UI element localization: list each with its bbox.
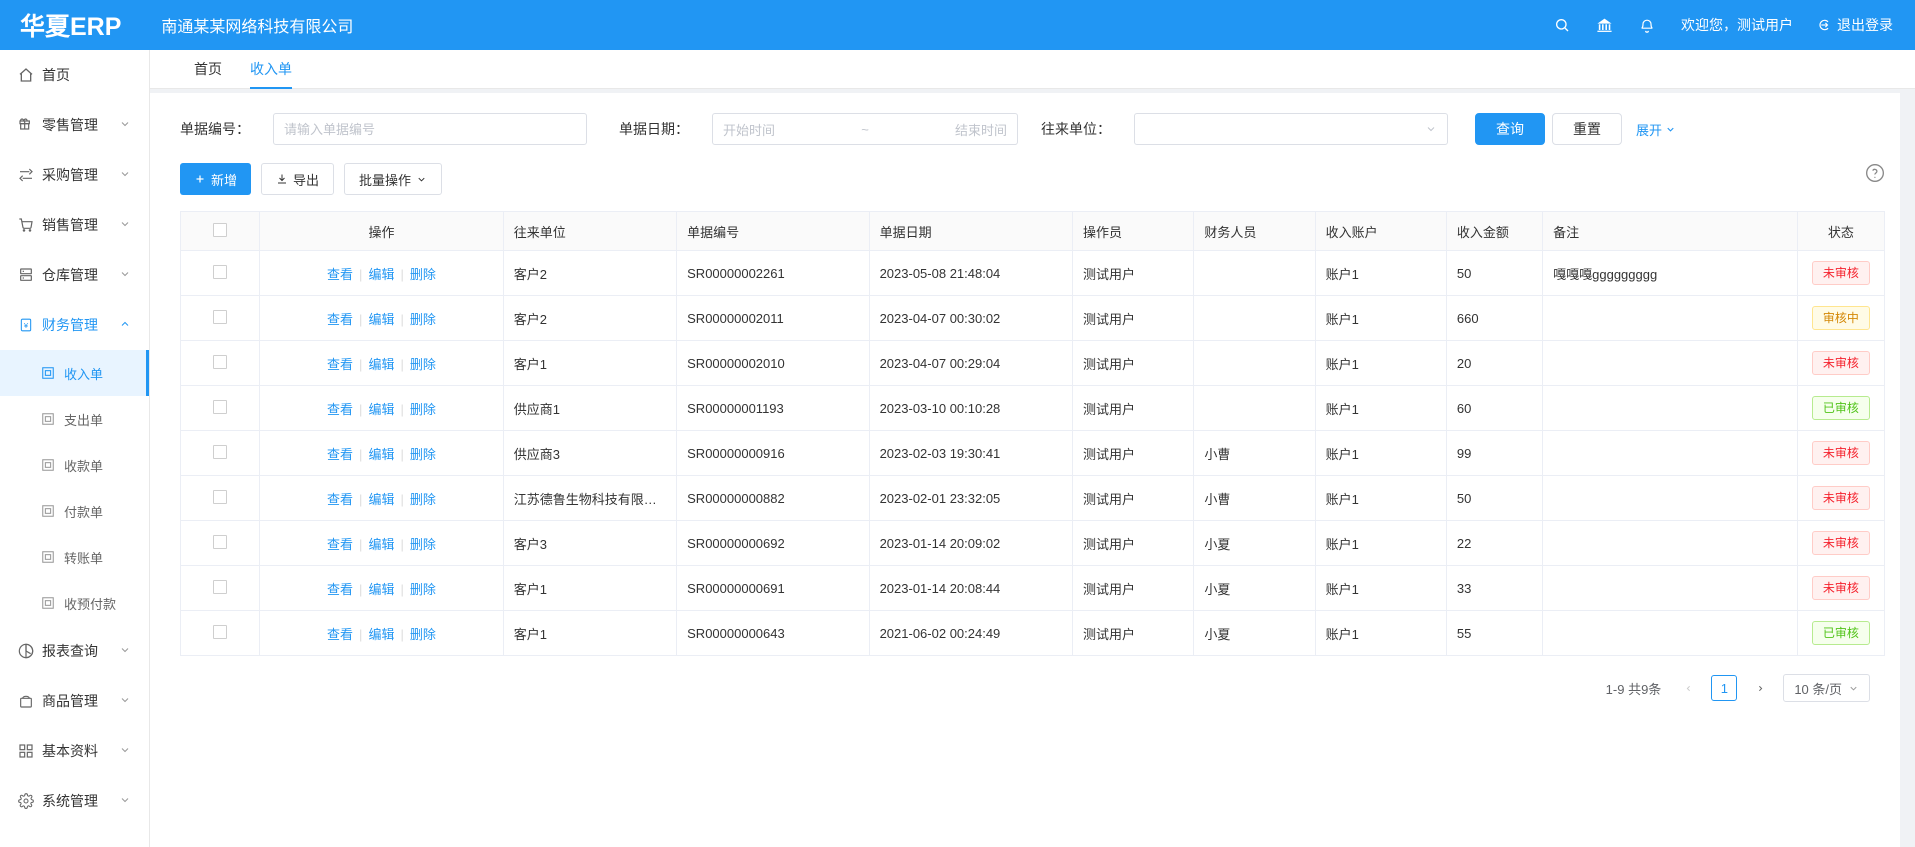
svg-text:¥: ¥ bbox=[24, 321, 29, 330]
